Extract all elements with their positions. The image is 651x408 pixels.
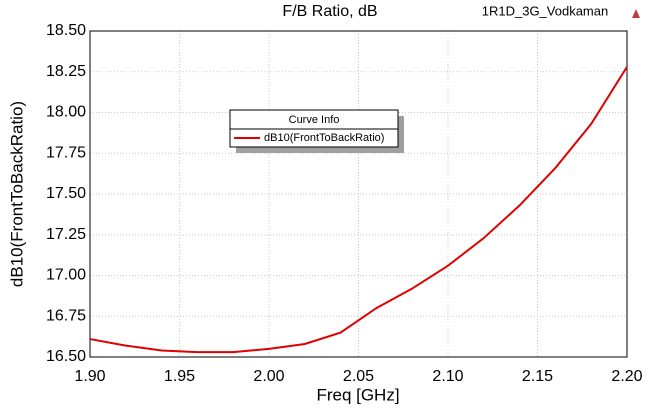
y-tick-label: 18.25 (46, 63, 86, 80)
legend-label: dB10(FrontToBackRatio) (264, 132, 384, 144)
y-tick-label: 17.75 (46, 144, 86, 161)
y-tick-label: 16.75 (46, 307, 86, 324)
y-tick-label: 17.25 (46, 226, 86, 243)
x-tick-label: 1.95 (164, 368, 195, 385)
y-tick-label: 17.50 (46, 185, 86, 202)
x-tick-label: 2.20 (611, 368, 642, 385)
legend-title: Curve Info (289, 114, 340, 126)
y-tick-label: 17.00 (46, 267, 86, 284)
x-axis-label: Freq [GHz] (316, 385, 399, 404)
logo-icon (632, 9, 640, 18)
y-tick-label: 16.50 (46, 348, 86, 365)
x-tick-label: 2.00 (253, 368, 284, 385)
x-tick-label: 2.15 (522, 368, 553, 385)
legend: Curve Info dB10(FrontToBackRatio) (229, 109, 404, 153)
y-axis-label: dB10(FrontToBackRatio) (7, 101, 26, 287)
chart-title: F/B Ratio, dB (282, 3, 377, 20)
y-tick-label: 18.50 (46, 22, 86, 39)
project-name: 1R1D_3G_Vodkaman (482, 3, 608, 18)
series-line (89, 66, 628, 354)
x-tick-label: 1.90 (74, 368, 105, 385)
plot-frame (89, 30, 628, 358)
y-tick-label: 18.00 (46, 104, 86, 121)
x-tick-label: 2.10 (432, 368, 463, 385)
x-tick-label: 2.05 (343, 368, 374, 385)
